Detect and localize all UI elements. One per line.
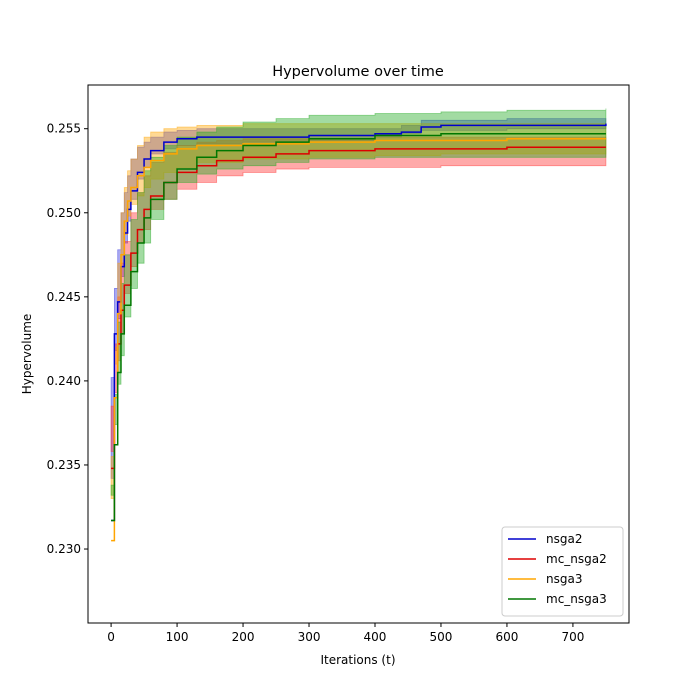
line-mc-nsga3 — [111, 133, 606, 522]
y-tick-label: 0.240 — [47, 374, 81, 388]
y-axis-ticks: 0.230 0.235 0.240 0.245 0.250 0.255 — [47, 122, 88, 556]
legend: nsga2 mc_nsga2 nsga3 mc_nsga3 — [501, 526, 624, 617]
line-nsga2 — [111, 123, 607, 522]
x-axis-title: Iterations (t) — [320, 653, 395, 667]
x-axis-ticks: 0 100 200 300 400 500 600 700 — [107, 623, 584, 644]
legend-label-mc-nsga3: mc_nsga3 — [546, 592, 607, 606]
y-tick-label: 0.250 — [47, 206, 81, 220]
x-tick-label: 300 — [298, 630, 321, 644]
y-tick-label: 0.245 — [47, 290, 81, 304]
plot-frame — [87, 84, 630, 624]
x-tick-label: 600 — [495, 630, 518, 644]
y-tick-label: 0.230 — [47, 542, 81, 556]
chart-title: Hypervolume over time — [272, 64, 444, 80]
legend-box — [501, 526, 624, 617]
legend-label-nsga2: nsga2 — [546, 532, 582, 546]
legend-label-mc-nsga2: mc_nsga2 — [546, 552, 607, 566]
y-axis-title: Hypervolume — [20, 314, 34, 395]
x-tick-label: 100 — [166, 630, 189, 644]
y-tick-label: 0.255 — [47, 122, 81, 136]
x-tick-label: 400 — [364, 630, 387, 644]
x-tick-label: 0 — [107, 630, 115, 644]
legend-label-nsga3: nsga3 — [546, 572, 582, 586]
series-lines — [111, 123, 607, 542]
y-tick-label: 0.235 — [47, 458, 81, 472]
x-tick-label: 700 — [561, 630, 584, 644]
x-tick-label: 500 — [430, 630, 453, 644]
x-tick-label: 200 — [232, 630, 255, 644]
line-nsga3 — [111, 138, 606, 542]
